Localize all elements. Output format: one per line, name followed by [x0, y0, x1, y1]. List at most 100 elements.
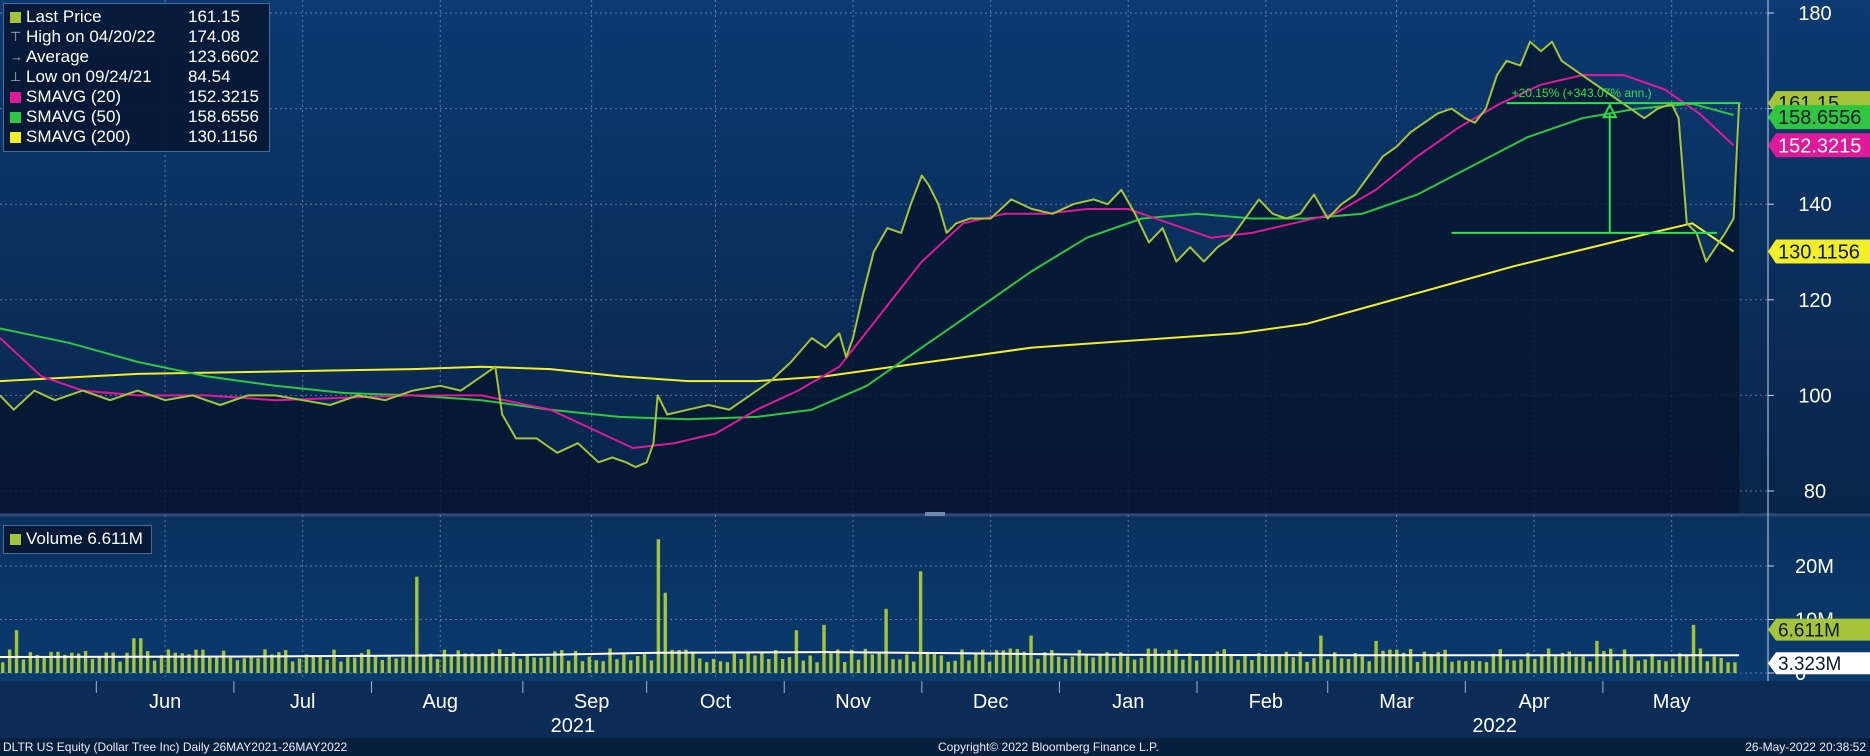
volume-bar — [1326, 659, 1330, 673]
legend-row: SMAVG (50) 158.6556 — [10, 107, 259, 127]
volume-bar — [214, 657, 219, 673]
volume-bar — [1484, 662, 1489, 673]
volume-bar — [594, 660, 598, 673]
price-tag-bg — [1768, 105, 1870, 130]
date-axis-bg — [0, 681, 1870, 738]
volume-bar — [394, 658, 398, 673]
volume-bar — [877, 652, 881, 673]
volume-bar — [1415, 661, 1420, 673]
month-tick-label: Oct — [700, 691, 732, 713]
volume-bar — [1429, 653, 1434, 673]
volume-bar — [7, 649, 12, 673]
volume-bar — [981, 649, 985, 673]
legend-label: Average — [26, 47, 90, 66]
volume-bar — [808, 655, 812, 673]
volume-bar — [256, 658, 260, 673]
volume-bar — [670, 649, 674, 673]
volume-bar — [1671, 658, 1675, 673]
volume-bar — [918, 571, 923, 673]
volume-bar — [228, 657, 233, 673]
volume-bar — [1450, 661, 1454, 673]
volume-bar — [297, 658, 302, 673]
volume-bar — [449, 655, 454, 673]
volume-bar — [1001, 650, 1006, 673]
month-tick-label: Apr — [1519, 691, 1550, 713]
volume-bar — [1664, 661, 1668, 673]
footer-timestamp: 26-May-2022 20:38:52 — [1745, 740, 1866, 754]
volume-bar — [463, 653, 467, 673]
volume-bar — [435, 659, 440, 673]
volume-bar — [711, 658, 716, 673]
volume-bar — [1705, 661, 1710, 673]
volume-bar — [366, 649, 371, 673]
volume-bar — [863, 648, 868, 673]
volume-bar — [1374, 640, 1378, 673]
price-tag-text: 130.1156 — [1778, 241, 1860, 263]
legend-glyph-icon: → — [10, 49, 23, 64]
volume-bar — [1063, 659, 1068, 673]
volume-legend-label: Volume 6.611M — [26, 529, 143, 548]
volume-bar — [159, 655, 164, 673]
volume-bar — [1222, 649, 1226, 673]
volume-bar — [1643, 659, 1647, 673]
volume-bar — [546, 656, 550, 673]
price-legend: Last Price 161.15 ⊤ High on 04/20/22 174.08 →… — [3, 3, 270, 152]
month-tick-label: Sep — [574, 691, 610, 713]
volume-bar — [1056, 656, 1061, 673]
volume-bar — [1574, 656, 1578, 673]
legend-value: 123.6602 — [188, 47, 259, 66]
volume-bar — [732, 653, 736, 673]
volume-bar — [704, 662, 709, 673]
series-line-smavg-50- — [0, 102, 1734, 421]
volume-bar — [739, 659, 743, 673]
volume-bar — [967, 660, 971, 673]
volume-bar — [1471, 660, 1475, 673]
volume-bar — [829, 653, 833, 673]
volume-bar — [787, 657, 792, 673]
month-tick-label: May — [1653, 691, 1691, 713]
volume-bar — [346, 657, 350, 673]
volume-value-tag: 6.611M — [1768, 618, 1870, 642]
volume-bar — [1712, 656, 1716, 673]
volume-bar — [1726, 662, 1730, 673]
volume-bar — [718, 661, 723, 673]
volume-bar — [1353, 653, 1358, 673]
volume-bar — [1581, 656, 1585, 673]
volume-bar — [1381, 650, 1385, 673]
volume-bar — [1250, 659, 1254, 673]
volume-bar — [49, 651, 53, 673]
volume-bar — [1070, 656, 1075, 673]
volume-bar — [491, 652, 495, 673]
month-tick-label: Feb — [1249, 691, 1283, 713]
legend-value: 130.1156 — [188, 127, 258, 146]
volume-bar — [1498, 649, 1503, 673]
volume-bar — [1174, 649, 1178, 673]
volume-bar — [145, 651, 150, 673]
volume-bar — [1284, 651, 1289, 673]
volume-bar — [1215, 651, 1220, 673]
volume-bar — [221, 650, 226, 673]
volume-bar — [1050, 650, 1054, 673]
volume-bar — [1650, 653, 1654, 673]
volume-bar — [649, 660, 654, 673]
volume-bar — [415, 576, 419, 673]
volume-bar — [1588, 661, 1592, 673]
legend-label: SMAVG (50) — [26, 107, 122, 126]
volume-bar — [208, 657, 212, 673]
legend-swatch — [10, 11, 21, 23]
year-tick-label: 2022 — [1472, 715, 1517, 737]
series-line-smavg-200- — [0, 222, 1735, 383]
volume-bar — [270, 654, 274, 673]
volume-bar — [1533, 658, 1537, 673]
volume-bar — [677, 649, 681, 673]
price-tick-label: 140 — [1798, 194, 1831, 216]
volume-bar — [1615, 660, 1620, 673]
volume-bar — [836, 649, 840, 673]
volume-bar — [1540, 655, 1544, 673]
price-tag-bg — [1768, 133, 1870, 158]
volume-bar — [1305, 661, 1309, 673]
volume-bar — [615, 659, 619, 673]
volume-bar — [152, 660, 157, 673]
volume-bar — [111, 652, 115, 673]
